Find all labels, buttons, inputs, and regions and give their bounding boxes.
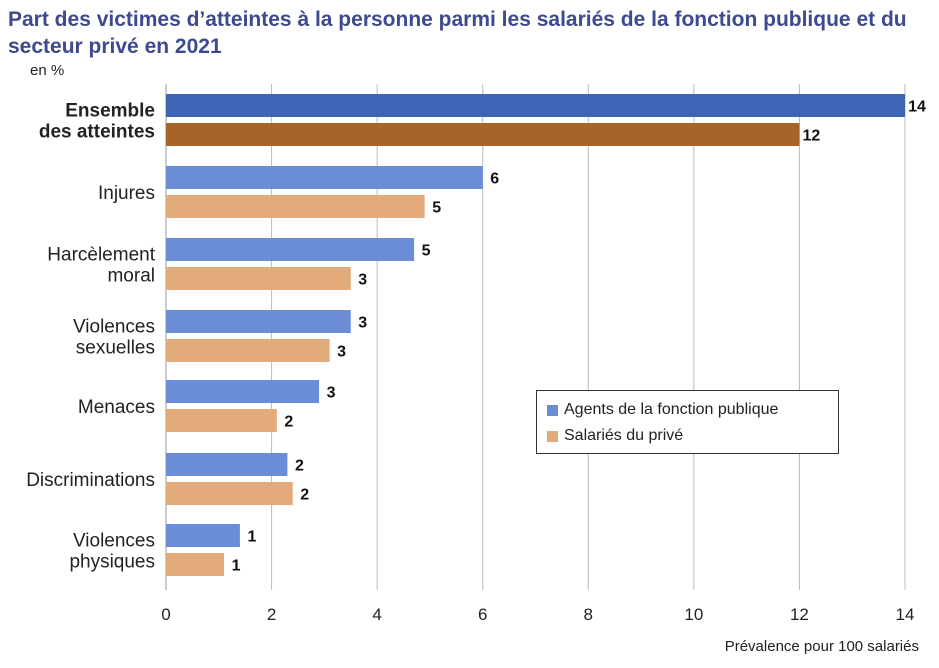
bar xyxy=(166,310,351,333)
data-label: 6 xyxy=(490,171,499,188)
x-tick-labels: 0 2 4 6 8 10 12 14 xyxy=(161,605,914,624)
category-label: Injures xyxy=(98,183,155,204)
data-label: 2 xyxy=(284,414,293,431)
legend-swatch-agents xyxy=(547,404,558,416)
chart-title: Part des victimes d’atteintes à la perso… xyxy=(8,8,907,58)
bar xyxy=(166,339,330,362)
data-label: 5 xyxy=(432,200,441,217)
bar xyxy=(166,195,425,218)
bar xyxy=(166,238,415,261)
bar xyxy=(166,267,351,290)
data-label: 5 xyxy=(422,243,431,260)
data-label: 14 xyxy=(908,99,926,116)
data-label: 2 xyxy=(295,458,304,475)
category-label: Violences xyxy=(73,531,155,552)
data-label: 2 xyxy=(300,487,309,504)
x-tick-label: 4 xyxy=(372,605,381,624)
x-tick-label: 6 xyxy=(478,605,487,624)
legend-item-prive: Salariés du privé xyxy=(547,427,683,445)
bar xyxy=(166,380,320,403)
legend-item-agents: Agents de la fonction publique xyxy=(547,401,778,419)
x-tick-label: 8 xyxy=(584,605,593,624)
legend-label-prive: Salariés du privé xyxy=(564,427,684,444)
category-label: physiques xyxy=(69,552,155,573)
x-tick-label: 0 xyxy=(161,605,170,624)
category-label: moral xyxy=(107,266,155,287)
data-label: 1 xyxy=(247,529,256,546)
bar xyxy=(166,453,288,476)
x-tick-label: 14 xyxy=(896,605,915,624)
gridlines xyxy=(165,84,906,590)
category-label: Violences xyxy=(73,317,155,338)
data-label: 3 xyxy=(337,344,346,361)
bar xyxy=(166,482,293,505)
legend: Agents de la fonction publique Salariés … xyxy=(536,390,839,454)
x-tick-label: 12 xyxy=(790,605,809,624)
data-label: 12 xyxy=(803,128,821,145)
bar xyxy=(166,166,483,189)
category-label: sexuelles xyxy=(76,338,155,359)
bar xyxy=(166,409,277,432)
legend-swatch-prive xyxy=(547,430,558,442)
x-tick-label: 2 xyxy=(267,605,276,624)
data-label: 1 xyxy=(232,558,241,575)
data-label: 3 xyxy=(358,272,367,289)
bar xyxy=(166,94,905,117)
bar xyxy=(166,524,240,547)
category-label: Harcèlement xyxy=(47,245,155,266)
legend-label-agents: Agents de la fonction publique xyxy=(564,401,779,418)
category-label: Discriminations xyxy=(26,470,155,491)
x-tick-label: 10 xyxy=(684,605,703,624)
category-label: Menaces xyxy=(78,397,155,418)
bar xyxy=(166,123,800,146)
category-label: des atteintes xyxy=(39,122,155,143)
x-axis-label: Prévalence pour 100 salariés xyxy=(724,638,919,655)
unit-label: en % xyxy=(30,62,65,79)
data-label: 3 xyxy=(327,385,336,402)
category-label: Ensemble xyxy=(65,101,155,122)
bar xyxy=(166,553,225,576)
data-label: 3 xyxy=(358,315,367,332)
